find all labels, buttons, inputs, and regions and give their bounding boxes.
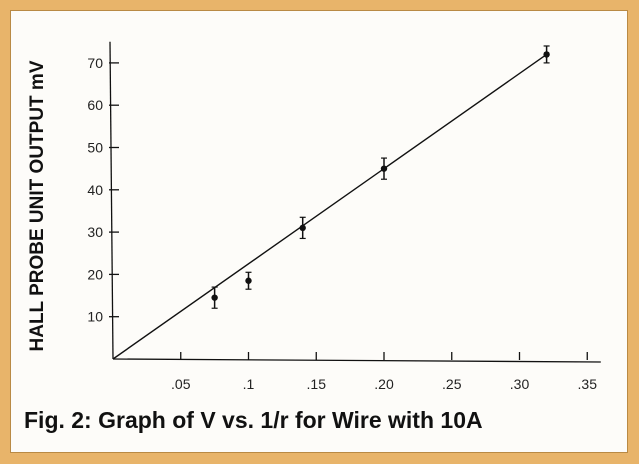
fit-line xyxy=(112,53,548,360)
x-tick-label: .05 xyxy=(171,376,191,392)
x-axis-line xyxy=(112,358,601,363)
y-axis-label: HALL PROBE UNIT OUTPUT mV xyxy=(27,60,48,352)
fit-line-group xyxy=(112,53,548,360)
x-tick-label: .35 xyxy=(578,376,598,392)
y-tick-label: 70 xyxy=(87,55,103,71)
data-point xyxy=(211,294,218,301)
x-tick-label: .30 xyxy=(510,376,530,392)
x-tick-label: .20 xyxy=(374,376,394,392)
y-tick-label: 10 xyxy=(87,309,103,325)
y-tick-label: 50 xyxy=(87,140,103,156)
y-axis-line xyxy=(109,41,114,360)
data-point xyxy=(543,51,550,58)
x-tick-label: .1 xyxy=(243,376,255,392)
figure-caption: Fig. 2: Graph of V vs. 1/r for Wire with… xyxy=(24,407,483,433)
data-point xyxy=(245,277,252,284)
y-tick-label: 40 xyxy=(87,182,103,198)
data-point xyxy=(380,165,388,172)
data-points xyxy=(211,45,550,309)
y-tick-label: 30 xyxy=(87,224,103,240)
data-point xyxy=(299,224,306,232)
ticks: 10 20 30 40 50 60 70 .05 .1 .15 .20 .25 .30 .35 xyxy=(87,55,597,392)
y-tick-label: 20 xyxy=(87,266,103,282)
x-tick-label: .25 xyxy=(442,376,462,392)
y-tick-label: 60 xyxy=(87,97,103,113)
axes xyxy=(109,41,601,363)
x-tick-label: .15 xyxy=(307,376,327,392)
